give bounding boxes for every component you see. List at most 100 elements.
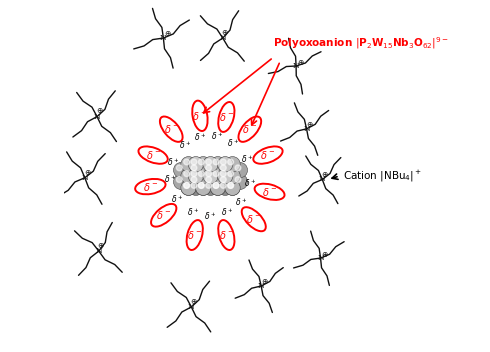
Text: $\delta^+$: $\delta^+$ (244, 177, 256, 189)
Text: N: N (319, 176, 326, 183)
Circle shape (210, 157, 225, 172)
Circle shape (220, 177, 226, 182)
Circle shape (188, 157, 203, 172)
Circle shape (220, 171, 226, 177)
Text: $\delta^+$: $\delta^+$ (241, 153, 253, 165)
Text: N: N (81, 174, 88, 182)
Circle shape (203, 157, 218, 172)
Text: $\oplus$: $\oplus$ (97, 240, 104, 250)
Circle shape (184, 171, 190, 177)
Text: $\delta^+$: $\delta^+$ (167, 156, 179, 168)
Circle shape (213, 182, 219, 188)
Text: $\delta^+$: $\delta^+$ (221, 207, 234, 218)
Text: $\delta^+$: $\delta^+$ (178, 139, 191, 151)
Text: $\delta^+$: $\delta^+$ (164, 174, 177, 186)
Circle shape (213, 159, 219, 165)
Circle shape (196, 180, 211, 195)
Text: N: N (303, 125, 310, 133)
Text: $\oplus$: $\oplus$ (321, 250, 328, 259)
Circle shape (206, 165, 212, 171)
Text: $\delta^-$: $\delta^-$ (262, 186, 277, 198)
Circle shape (184, 182, 190, 188)
Text: N: N (293, 62, 299, 70)
Circle shape (218, 168, 233, 184)
Circle shape (218, 157, 233, 172)
Circle shape (203, 163, 218, 178)
Circle shape (176, 165, 182, 171)
Text: $\oplus$: $\oplus$ (221, 28, 229, 37)
Text: $\delta^+$: $\delta^+$ (227, 137, 240, 149)
Text: $\delta^+$: $\delta^+$ (204, 210, 217, 222)
Circle shape (225, 168, 240, 184)
Circle shape (188, 180, 203, 195)
Circle shape (191, 171, 197, 177)
Circle shape (228, 171, 234, 177)
Circle shape (220, 182, 226, 188)
Circle shape (188, 174, 203, 189)
Circle shape (181, 157, 196, 172)
Text: $\delta^-$: $\delta^-$ (193, 110, 207, 122)
Text: N: N (317, 254, 324, 262)
Circle shape (198, 182, 204, 188)
Circle shape (181, 180, 196, 195)
Circle shape (191, 159, 197, 165)
Text: $\delta^-$: $\delta^-$ (164, 123, 179, 135)
Text: $\oplus$: $\oplus$ (296, 58, 304, 67)
Circle shape (225, 180, 240, 195)
Text: $\oplus$: $\oplus$ (306, 120, 314, 129)
Circle shape (228, 159, 234, 165)
Circle shape (210, 180, 225, 195)
Text: $\delta^-$: $\delta^-$ (246, 213, 261, 225)
Circle shape (210, 168, 225, 184)
Circle shape (198, 182, 204, 188)
Circle shape (196, 168, 211, 184)
Circle shape (188, 168, 203, 184)
Circle shape (191, 165, 197, 171)
Circle shape (220, 165, 226, 171)
Circle shape (173, 174, 189, 189)
Text: $\delta^+$: $\delta^+$ (172, 193, 184, 205)
Circle shape (176, 177, 182, 182)
Text: N: N (258, 282, 265, 290)
Text: N: N (220, 34, 226, 42)
Circle shape (220, 159, 226, 165)
Circle shape (188, 163, 203, 178)
Text: N: N (188, 303, 195, 311)
Circle shape (181, 180, 196, 195)
Circle shape (173, 163, 189, 178)
Circle shape (206, 159, 212, 165)
Circle shape (232, 174, 247, 189)
Circle shape (203, 168, 218, 184)
Circle shape (228, 182, 234, 188)
Circle shape (206, 177, 212, 182)
Circle shape (232, 163, 247, 178)
Text: $\delta^-$: $\delta^-$ (219, 229, 234, 241)
Circle shape (198, 171, 204, 177)
Text: $\delta^-$: $\delta^-$ (242, 123, 257, 135)
Text: $\delta^-$: $\delta^-$ (156, 209, 171, 221)
Text: $\delta^-$: $\delta^-$ (187, 229, 202, 241)
Text: $\delta^+$: $\delta^+$ (235, 196, 247, 208)
Circle shape (210, 180, 225, 195)
Text: $\oplus$: $\oplus$ (190, 297, 198, 306)
Circle shape (203, 174, 218, 189)
Circle shape (196, 180, 211, 195)
Circle shape (203, 180, 218, 195)
Circle shape (225, 157, 240, 172)
Text: $\delta^+$: $\delta^+$ (211, 131, 224, 142)
Circle shape (225, 180, 240, 195)
Text: $\oplus$: $\oplus$ (261, 277, 269, 286)
Circle shape (228, 182, 234, 188)
Circle shape (196, 157, 211, 172)
Text: $\delta^+$: $\delta^+$ (187, 207, 200, 218)
Text: Cation $|$NBu$_4$$|^+$: Cation $|$NBu$_4$$|^+$ (343, 169, 422, 183)
Text: $\oplus$: $\oplus$ (321, 170, 329, 179)
Circle shape (218, 174, 233, 189)
Text: $\delta^-$: $\delta^-$ (261, 149, 275, 161)
Text: N: N (160, 34, 167, 42)
Circle shape (206, 182, 212, 188)
Circle shape (235, 177, 241, 182)
Text: $\oplus$: $\oplus$ (96, 107, 103, 115)
Text: N: N (96, 247, 102, 255)
Text: N: N (94, 113, 100, 121)
